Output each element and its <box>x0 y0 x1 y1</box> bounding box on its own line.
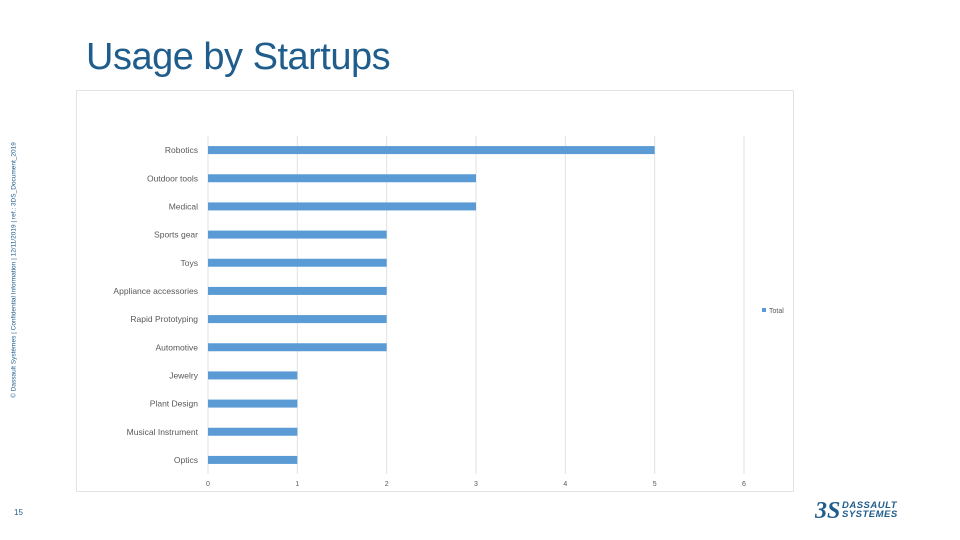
x-tick-label: 2 <box>385 481 389 488</box>
category-label: Outdoor tools <box>147 173 198 183</box>
category-label: Medical <box>169 201 198 211</box>
svg-text:3S: 3S <box>814 498 840 524</box>
logo-line-2: SYSTEMES <box>842 509 898 520</box>
chart-frame: 0 1 2 3 4 5 6 Robotics Outdoor tools Medical Sport… <box>76 90 794 492</box>
logo-line-1: DASSAULT <box>842 500 898 511</box>
bar <box>208 427 298 436</box>
category-label: Jewelry <box>169 370 199 380</box>
x-tick-label: 4 <box>563 481 567 488</box>
dassault-logo: 3S DASSAULT SYSTEMES <box>814 494 914 524</box>
page-title: Usage by Startups <box>86 36 391 78</box>
x-tick-label: 0 <box>206 481 210 488</box>
x-tick-label: 3 <box>474 481 478 488</box>
bar <box>208 371 298 380</box>
category-label: Toys <box>181 258 198 268</box>
category-label: Automotive <box>155 342 198 352</box>
category-label: Sports gear <box>154 230 198 240</box>
bar <box>208 230 387 239</box>
category-label: Musical Instrument <box>127 427 199 437</box>
page-number: 15 <box>14 508 23 517</box>
bar <box>208 286 387 295</box>
bar <box>208 455 298 464</box>
x-tick-label: 5 <box>653 481 657 488</box>
x-tick-label: 6 <box>742 481 746 488</box>
confidential-note: © Dassault Systèmes | Confidential Infor… <box>10 142 18 398</box>
bar-chart: 0 1 2 3 4 5 6 Robotics Outdoor tools Medical Sport… <box>113 136 784 488</box>
logo-text: DASSAULT SYSTEMES <box>842 500 898 520</box>
category-label: Appliance accessories <box>113 286 198 296</box>
bar <box>208 315 387 324</box>
bar <box>208 258 387 267</box>
3ds-logo-icon: 3S <box>814 498 840 524</box>
bar <box>208 146 655 155</box>
bar <box>208 174 476 183</box>
category-label: Plant Design <box>150 399 198 409</box>
category-label: Rapid Prototyping <box>130 314 198 324</box>
category-label: Optics <box>174 455 198 465</box>
bar <box>208 202 476 211</box>
legend-swatch <box>762 308 766 312</box>
category-label: Robotics <box>165 145 198 155</box>
bar <box>208 399 298 408</box>
x-tick-label: 1 <box>295 481 299 488</box>
legend-label: Total <box>769 308 784 315</box>
bar <box>208 343 387 352</box>
